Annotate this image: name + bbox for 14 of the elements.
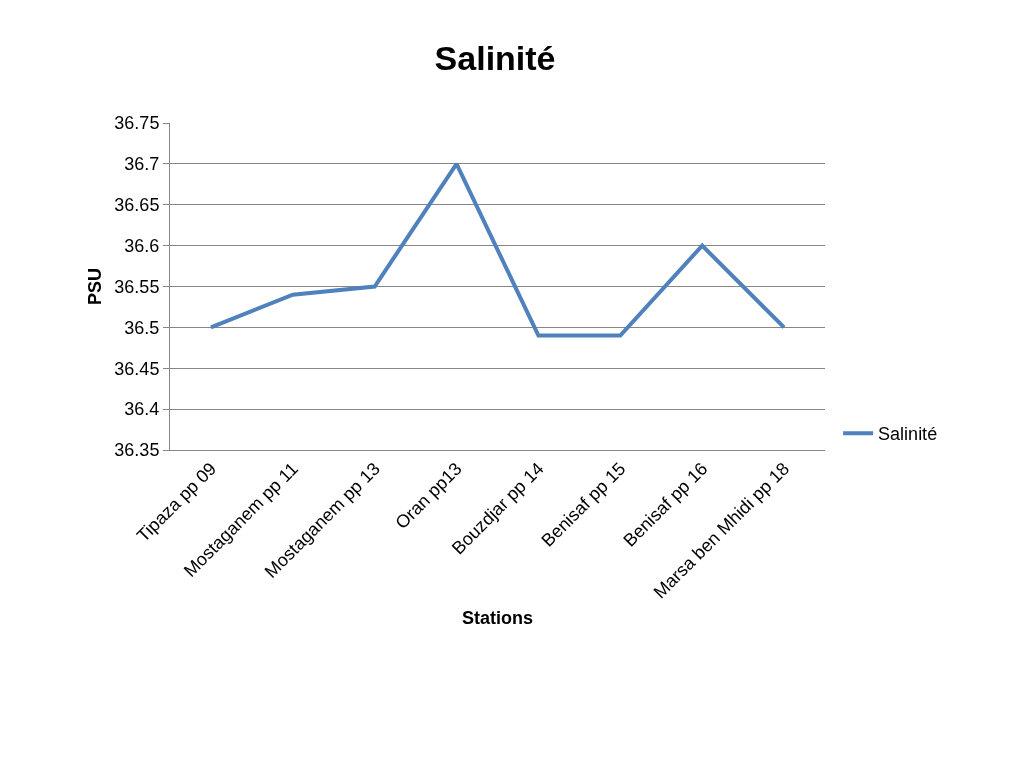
y-tick-label: 36.4 [124,399,160,420]
y-tick-label: 36.35 [114,440,160,461]
y-tick-label: 36.75 [114,113,160,134]
legend-label: Salinité [878,424,938,445]
y-tick-label: 36.55 [114,276,160,297]
y-tick-label: 36.6 [124,235,160,256]
y-tick-label: 36.7 [124,154,160,175]
y-axis-title: PSU [84,267,105,306]
x-axis-title: Stations [461,608,534,629]
y-tick-label: 36.45 [114,358,160,379]
y-tick-label: 36.65 [114,195,160,216]
y-tick-label: 36.5 [124,317,160,338]
chart-title: Salinité [434,38,556,77]
line-series [208,161,787,338]
